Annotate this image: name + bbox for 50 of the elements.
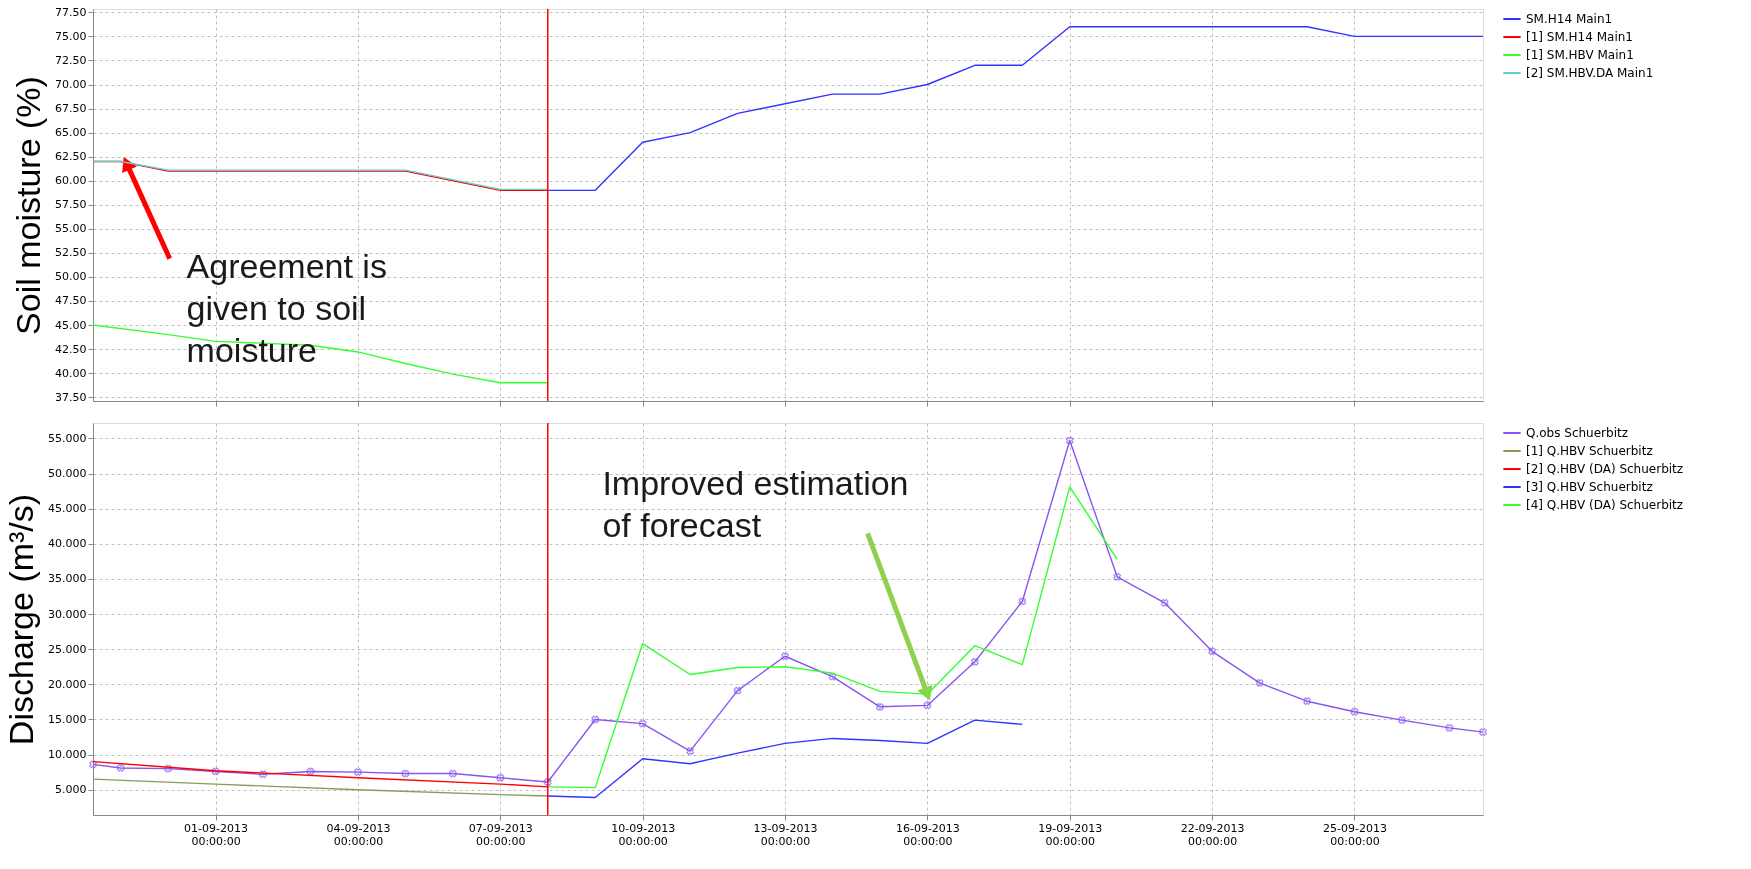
- y-tick-label: 20.000: [48, 677, 87, 691]
- x-tick-label: 25-09-2013 00:00:00: [1323, 821, 1387, 848]
- y-tick-label: 77.50: [55, 5, 87, 19]
- legend-label: Q.obs Schuerbitz: [1526, 426, 1628, 440]
- y-tick-label: 45.000: [48, 502, 87, 516]
- legend-label: [1] SM.HBV Main1: [1526, 48, 1634, 62]
- y-tick-label: 45.00: [55, 318, 87, 332]
- y-tick-label: 50.00: [55, 270, 87, 284]
- y-tick-label: 75.00: [55, 29, 87, 43]
- y-tick-label: 52.50: [55, 246, 87, 260]
- y-tick-label: 15.000: [48, 712, 87, 726]
- y-tick-label: 25.000: [48, 642, 87, 656]
- x-tick-label: 04-09-2013 00:00:00: [326, 821, 391, 848]
- x-tick-label: 19-09-2013 00:00:00: [1038, 821, 1103, 848]
- y-tick-label: 62.50: [55, 150, 87, 164]
- y-tick-label: 35.000: [48, 572, 87, 586]
- y-tick-label: 57.50: [55, 198, 87, 212]
- x-tick-label: 13-09-2013 00:00:00: [753, 821, 818, 848]
- y-tick-label: 55.00: [55, 222, 87, 236]
- y-tick-label: 55.000: [48, 431, 87, 445]
- legend-label: SM.H14 Main1: [1526, 12, 1613, 26]
- y-tick-label: 65.00: [55, 126, 87, 140]
- x-tick-label: 10-09-2013 00:00:00: [611, 821, 676, 848]
- y-tick-label: 47.50: [55, 294, 87, 308]
- legend-label: [2] Q.HBV (DA) Schuerbitz: [1526, 462, 1684, 476]
- legend-label: [1] SM.H14 Main1: [1526, 30, 1633, 44]
- y-tick-label: 70.00: [55, 78, 87, 92]
- y-tick-label: 67.50: [55, 102, 87, 116]
- y-tick-label: 37.50: [55, 390, 87, 404]
- x-tick-label: 07-09-2013 00:00:00: [468, 821, 533, 848]
- annotation: Improved estimation of forecast: [602, 464, 909, 545]
- annotation: Agreement is given to soil moisture: [186, 247, 387, 370]
- y-tick-label: 42.50: [55, 342, 87, 356]
- x-tick-label: 22-09-2013 00:00:00: [1180, 821, 1245, 848]
- y-tick-label: 10.000: [48, 748, 87, 762]
- y-tick-label: 5.000: [55, 783, 87, 797]
- y-axis-title: Discharge (m³/s): [2, 493, 41, 746]
- legend-label: [3] Q.HBV Schuerbitz: [1526, 480, 1653, 494]
- legend-label: [2] SM.HBV.DA Main1: [1526, 66, 1654, 80]
- x-tick-label: 16-09-2013 00:00:00: [895, 821, 960, 848]
- y-axis-title: Soil moisture (%): [9, 76, 48, 335]
- legend-label: [4] Q.HBV (DA) Schuerbitz: [1526, 498, 1684, 512]
- y-tick-label: 30.000: [48, 607, 87, 621]
- y-tick-label: 72.50: [55, 53, 87, 67]
- legend-label: [1] Q.HBV Schuerbitz: [1526, 444, 1653, 458]
- x-tick-label: 01-09-2013 00:00:00: [184, 821, 249, 848]
- y-tick-label: 60.00: [55, 174, 87, 188]
- y-tick-label: 40.000: [48, 537, 87, 551]
- y-tick-label: 50.000: [48, 467, 87, 481]
- y-tick-label: 40.00: [55, 366, 87, 380]
